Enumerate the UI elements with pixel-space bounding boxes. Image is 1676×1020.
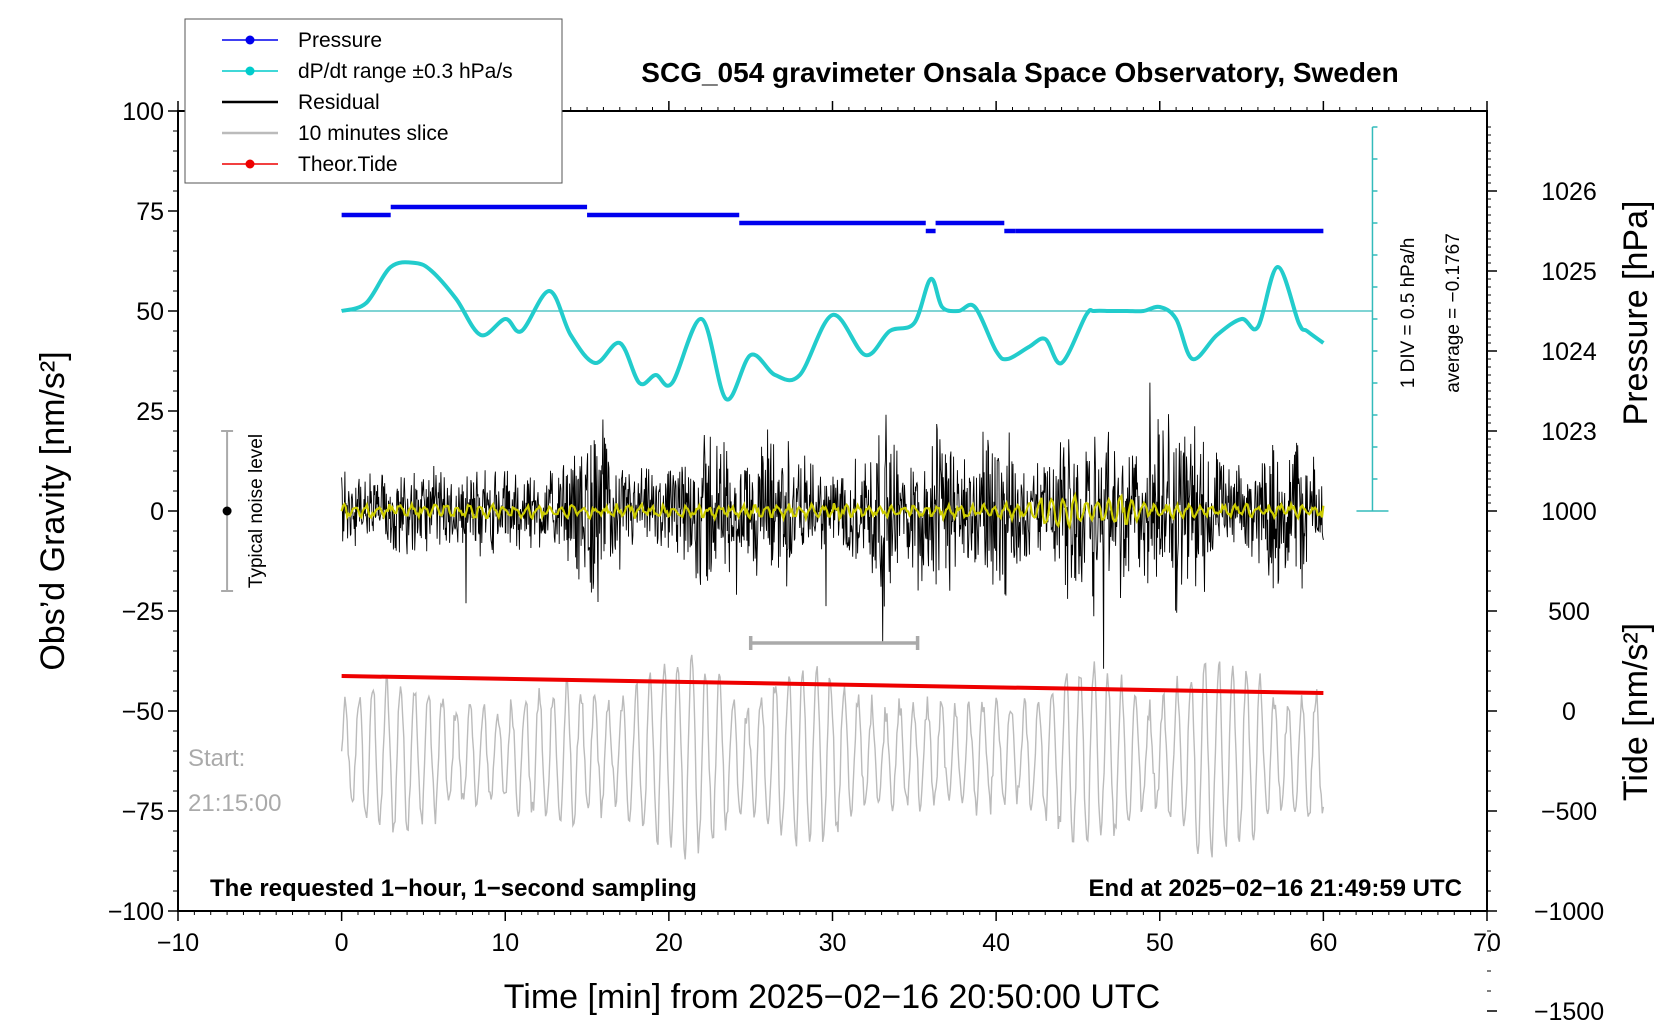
pressure-axis: 1026 1025 1024 1023 bbox=[1487, 126, 1597, 512]
smoothed-residual-line bbox=[340, 491, 1325, 531]
tide-tick-label: −1500 bbox=[1534, 998, 1604, 1020]
y-tick-label: −50 bbox=[122, 698, 164, 726]
y-axis-title: Obs’d Gravity [nm/s²] bbox=[34, 351, 72, 670]
y-tick-label: −75 bbox=[122, 798, 164, 826]
x-tick-label: 0 bbox=[335, 929, 349, 957]
tide-tick-label: −1000 bbox=[1534, 898, 1604, 926]
noise-level-label: Typical noise level bbox=[246, 434, 267, 588]
tide-tick-label: −500 bbox=[1541, 798, 1597, 826]
legend-label: 10 minutes slice bbox=[298, 122, 449, 145]
pressure-rate-layer bbox=[341, 260, 1373, 402]
tide-axis: 1000 500 0 −500 −1000 −1500 bbox=[1487, 498, 1604, 1020]
x-axis: −10 0 10 20 30 40 50 60 70 bbox=[157, 101, 1501, 957]
y-tick-label: −100 bbox=[108, 898, 164, 926]
average-note: average = −0.1767 bbox=[1443, 233, 1464, 393]
start-label: Start: bbox=[188, 745, 245, 772]
tide-tick-label: 1000 bbox=[1541, 498, 1597, 526]
pressure-axis-title: Pressure [hPa] bbox=[1617, 201, 1655, 426]
smoothed-residual-layer bbox=[340, 491, 1325, 531]
noise-level-center-dot bbox=[222, 506, 232, 516]
dpdt-line bbox=[341, 260, 1325, 402]
pressure-tick-label: 1024 bbox=[1541, 338, 1597, 366]
y-tick-label: 100 bbox=[122, 98, 164, 126]
theoretical-tide-line bbox=[341, 674, 1324, 695]
x-tick-label: 60 bbox=[1309, 929, 1337, 957]
legend-marker bbox=[245, 66, 255, 76]
ten-minute-slice-line bbox=[340, 654, 1325, 860]
x-tick-label: 50 bbox=[1146, 929, 1174, 957]
y-tick-label: −25 bbox=[122, 598, 164, 626]
x-tick-label: 20 bbox=[655, 929, 683, 957]
div-note: 1 DIV = 0.5 hPa/h bbox=[1398, 238, 1419, 389]
ten-minute-slice-layer bbox=[340, 654, 1325, 860]
start-time: 21:15:00 bbox=[188, 790, 281, 817]
x-tick-label: 10 bbox=[491, 929, 519, 957]
legend-label: Theor.Tide bbox=[298, 153, 398, 176]
pressure-tick-label: 1026 bbox=[1541, 178, 1597, 206]
y-tick-label: 25 bbox=[136, 398, 164, 426]
legend-marker bbox=[245, 35, 255, 45]
y-tick-label: 75 bbox=[136, 198, 164, 226]
noise-level-layer bbox=[221, 430, 234, 592]
pressure-tick-label: 1023 bbox=[1541, 418, 1597, 446]
slice-bracket-layer bbox=[748, 636, 920, 650]
y-tick-label: 0 bbox=[150, 498, 164, 526]
requested-sampling-note: The requested 1−hour, 1−second sampling bbox=[210, 875, 697, 902]
tide-axis-title: Tide [nm/s²] bbox=[1617, 623, 1655, 801]
tide-tick-label: 0 bbox=[1562, 698, 1576, 726]
legend-label: dP/dt range ±0.3 hPa/s bbox=[298, 60, 513, 83]
legend-label: Residual bbox=[298, 91, 380, 114]
tide-tick-label: 500 bbox=[1548, 598, 1590, 626]
legend-label: Pressure bbox=[298, 29, 382, 52]
legend: Pressure dP/dt range ±0.3 hPa/s Residual 10… bbox=[184, 18, 563, 184]
x-tick-label: 30 bbox=[819, 929, 847, 957]
x-tick-label: 70 bbox=[1473, 929, 1501, 957]
pressure-layer bbox=[341, 204, 1324, 234]
theoretical-tide-layer bbox=[341, 674, 1324, 695]
y-axis: 100 75 50 25 0 −25 −50 −75 −100 bbox=[108, 98, 178, 926]
pressure-scale-bar-layer bbox=[1356, 126, 1389, 512]
x-tick-label: 40 bbox=[982, 929, 1010, 957]
x-axis-title: Time [min] from 2025−02−16 20:50:00 UTC bbox=[504, 978, 1160, 1016]
pressure-tick-label: 1025 bbox=[1541, 258, 1597, 286]
y-tick-label: 50 bbox=[136, 298, 164, 326]
x-tick-label: −10 bbox=[157, 929, 199, 957]
end-time-note: End at 2025−02−16 21:49:59 UTC bbox=[1088, 875, 1462, 902]
legend-marker bbox=[245, 159, 255, 169]
chart-title: SCG_054 gravimeter Onsala Space Observat… bbox=[641, 57, 1398, 88]
